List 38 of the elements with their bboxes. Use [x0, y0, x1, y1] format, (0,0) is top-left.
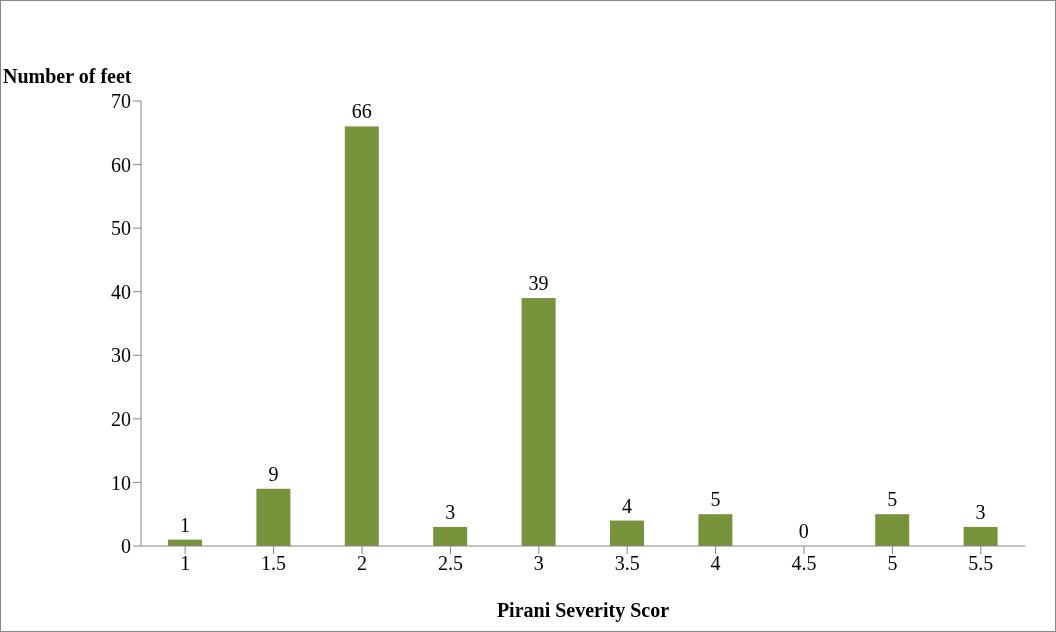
x-tick-label: 1.5: [261, 552, 287, 575]
x-axis-title: Pirani Severity Scor: [496, 599, 670, 622]
y-tick-label: 60: [111, 153, 131, 176]
x-tick-label: 5: [887, 552, 898, 575]
bar: [698, 514, 733, 546]
x-tick-label: 4.5: [791, 552, 817, 575]
bar: [875, 514, 910, 546]
y-tick-label: 0: [121, 535, 131, 558]
y-tick-label: 40: [111, 280, 131, 303]
bar: [610, 520, 644, 546]
x-tick-label: 4: [710, 552, 721, 575]
x-tick-label: 3.5: [614, 552, 640, 575]
x-tick-label: 1: [180, 552, 191, 575]
data-label: 5: [710, 488, 721, 511]
y-tick-label: 20: [111, 407, 131, 430]
data-label: 66: [351, 100, 372, 123]
data-label: 9: [268, 462, 279, 485]
y-tick-label: 30: [111, 344, 131, 367]
x-tick-label: 3: [533, 552, 544, 575]
data-label: 1: [180, 513, 190, 536]
x-tick-label: 5.5: [968, 552, 994, 575]
bar: [963, 526, 998, 546]
bar: [521, 298, 556, 546]
data-label: 4: [622, 494, 632, 517]
data-label: 3: [975, 500, 986, 523]
x-tick-label: 2: [357, 552, 367, 575]
data-label: 5: [887, 488, 898, 511]
data-label: 3: [445, 500, 456, 523]
x-tick-label: 2.5: [437, 552, 463, 575]
bar: [433, 526, 468, 546]
y-axis-title: Number of feet: [3, 65, 132, 88]
y-tick-label: 70: [111, 90, 131, 113]
bar: [256, 488, 291, 546]
data-label: 0: [798, 520, 809, 542]
bar: [344, 126, 379, 546]
y-tick-label: 10: [111, 471, 131, 494]
data-label: 39: [528, 272, 549, 295]
y-tick-label: 50: [111, 217, 131, 240]
